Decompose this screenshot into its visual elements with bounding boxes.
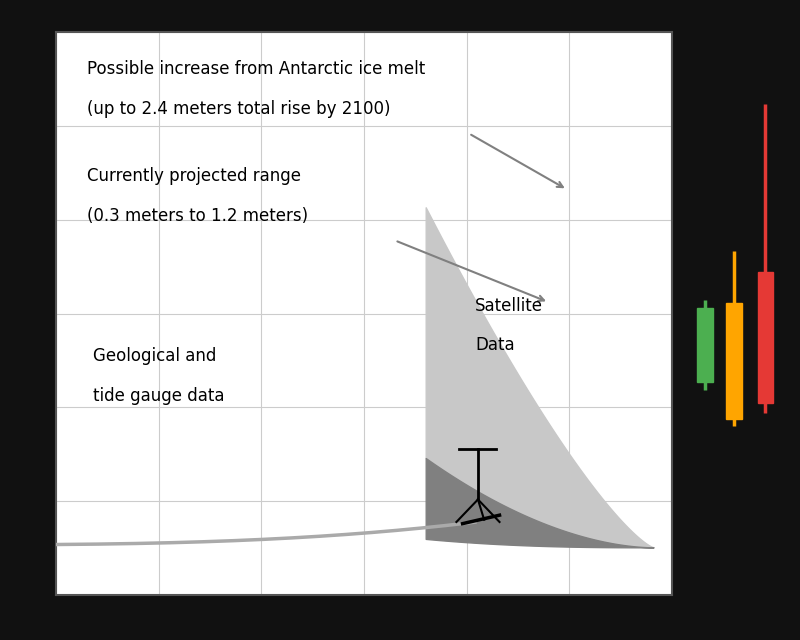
Text: Possible increase from Antarctic ice melt: Possible increase from Antarctic ice mel…: [87, 60, 425, 78]
Bar: [726, 303, 742, 419]
Text: (up to 2.4 meters total rise by 2100): (up to 2.4 meters total rise by 2100): [87, 100, 390, 118]
Text: Geological and: Geological and: [93, 348, 216, 365]
Text: Satellite: Satellite: [475, 297, 543, 315]
Text: (0.3 meters to 1.2 meters): (0.3 meters to 1.2 meters): [87, 207, 308, 225]
Bar: [758, 271, 773, 403]
Text: Data: Data: [475, 336, 514, 354]
Text: tide gauge data: tide gauge data: [93, 387, 225, 405]
Text: Currently projected range: Currently projected range: [87, 167, 301, 185]
Bar: [698, 308, 713, 382]
